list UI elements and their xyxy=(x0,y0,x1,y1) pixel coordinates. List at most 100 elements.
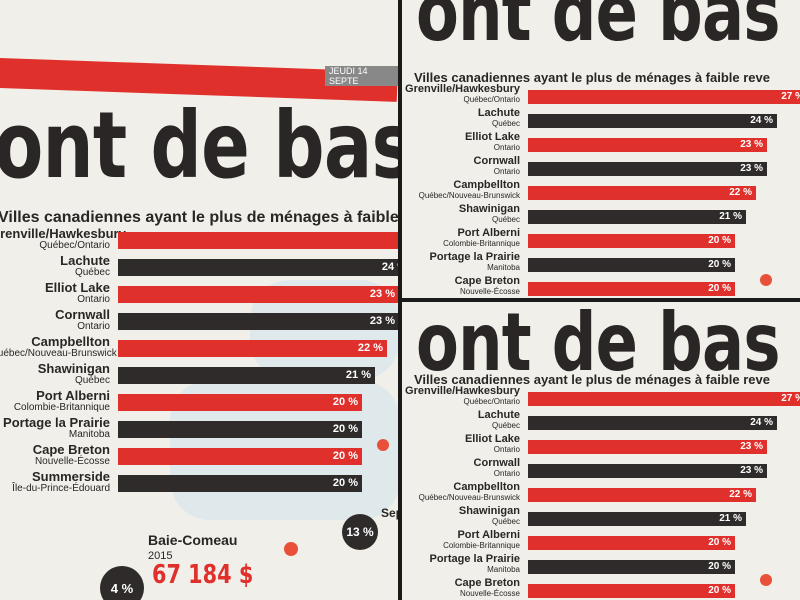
city-name: Grenville/Hawkesbury xyxy=(0,226,126,241)
value-label: 23 % xyxy=(369,315,395,327)
value-label: 20 % xyxy=(708,235,731,246)
headline: ont de bas reve xyxy=(416,302,800,389)
city-name: Port Alberni xyxy=(36,388,110,403)
value-label: 20 % xyxy=(332,423,358,435)
city-name: Cornwall xyxy=(473,155,520,167)
province-name: Manitoba xyxy=(487,565,520,574)
value-bar: 27 % xyxy=(528,90,800,104)
baie-comeau-label: Baie-Comeau xyxy=(148,532,238,548)
value-label: 23 % xyxy=(369,288,395,300)
province-name: Ontario xyxy=(493,445,520,454)
sep-label: Sep xyxy=(381,506,398,520)
value-label: 20 % xyxy=(708,537,731,548)
value-bar: 23 % xyxy=(528,162,767,176)
chart-subtitle: Villes canadiennes ayant le plus de ména… xyxy=(414,372,770,387)
value-bar: 20 % xyxy=(118,475,362,492)
percent-badge-2: 13 % xyxy=(342,514,378,550)
city-name: Campbellton xyxy=(453,481,520,493)
province-name: Québec/Nouveau-Brunswick xyxy=(0,348,117,359)
province-name: Nouvelle-Écosse xyxy=(459,287,520,296)
province-name: Colombie-Britannique xyxy=(443,541,520,550)
baie-comeau-year: 2015 xyxy=(148,550,173,562)
city-name: Campbellton xyxy=(31,334,110,349)
value-label: 24 % xyxy=(381,261,398,273)
value-bar: 20 % xyxy=(528,258,735,272)
value-label: 20 % xyxy=(332,396,358,408)
value-bar: 20 % xyxy=(528,560,735,574)
value-bar: 23 % xyxy=(118,286,398,303)
value-label: 21 % xyxy=(345,369,371,381)
value-label: 21 % xyxy=(719,211,742,222)
city-name: Grenville/Hawkesbury xyxy=(405,83,520,95)
value-bar: 21 % xyxy=(118,367,375,384)
value-label: 23 % xyxy=(740,441,763,452)
value-bar: 24 % xyxy=(118,259,398,276)
city-name: Cornwall xyxy=(473,457,520,469)
province-name: Québec xyxy=(491,517,520,526)
value-label: 21 % xyxy=(719,513,742,524)
value-label: 20 % xyxy=(332,477,358,489)
map-dot xyxy=(760,574,772,586)
city-name: Campbellton xyxy=(453,179,520,191)
province-name: Colombie-Britannique xyxy=(13,402,110,413)
value-bar: 23 % xyxy=(118,313,398,330)
city-name: Grenville/Hawkesbury xyxy=(405,385,520,397)
value-label: 20 % xyxy=(708,283,731,294)
value-label: 23 % xyxy=(740,465,763,476)
value-label: 24 % xyxy=(750,115,773,126)
province-name: Ontario xyxy=(77,321,110,332)
map-dot xyxy=(760,274,772,286)
newspaper-photo-bottom-right: ont de bas reve Villes canadiennes ayant… xyxy=(402,302,800,600)
province-name: Québec/Ontario xyxy=(463,397,520,406)
value-bar: 20 % xyxy=(118,394,362,411)
value-label: 22 % xyxy=(357,342,383,354)
province-name: Manitoba xyxy=(487,263,520,272)
value-label: 20 % xyxy=(332,450,358,462)
province-name: Nouvelle-Écosse xyxy=(459,589,520,598)
percent-badge: 4 % xyxy=(100,566,144,600)
value-bar: 20 % xyxy=(528,234,735,248)
city-name: Shawinigan xyxy=(458,505,520,517)
value-label: 22 % xyxy=(729,187,752,198)
value-bar: 22 % xyxy=(118,340,387,357)
newspaper-photo-left: JEUDI 14 SEPTE ont de bas reve Villes ca… xyxy=(0,0,398,600)
province-name: Québec/Ontario xyxy=(39,240,110,251)
city-name: Summerside xyxy=(31,469,110,484)
value-label: 27 % xyxy=(781,393,800,404)
province-name: Ontario xyxy=(77,294,110,305)
province-name: Québec/Nouveau-Brunswick xyxy=(418,493,520,502)
newspaper-photo-top-right: ont de bas reve Villes canadiennes ayant… xyxy=(402,0,800,298)
value-bar: 23 % xyxy=(528,464,767,478)
value-bar: 20 % xyxy=(118,448,362,465)
province-name: Ontario xyxy=(493,469,520,478)
province-name: Québec xyxy=(491,421,520,430)
chart-subtitle: Villes canadiennes ayant le plus de ména… xyxy=(414,70,770,85)
city-name: Shawinigan xyxy=(37,361,110,376)
city-name: Port Alberni xyxy=(457,529,520,541)
value-bar: 20 % xyxy=(528,282,735,296)
value-label: 20 % xyxy=(708,585,731,596)
value-bar: 24 % xyxy=(528,416,777,430)
city-name: Portage la Prairie xyxy=(429,553,521,565)
value-label: 23 % xyxy=(740,163,763,174)
map-dot-baie-comeau xyxy=(284,542,298,556)
value-bar: 20 % xyxy=(528,584,735,598)
city-name: Shawinigan xyxy=(458,203,520,215)
baie-comeau-amount: 67 184 $ xyxy=(152,560,254,590)
headline: ont de bas reve xyxy=(416,0,800,59)
value-label: 24 % xyxy=(750,417,773,428)
city-name: Port Alberni xyxy=(457,227,520,239)
city-name: Elliot Lake xyxy=(44,280,110,295)
province-name: Québec/Nouveau-Brunswick xyxy=(418,191,520,200)
value-bar: 23 % xyxy=(528,138,767,152)
value-bar: 21 % xyxy=(528,512,746,526)
city-name: Elliot Lake xyxy=(464,433,520,445)
value-label: 23 % xyxy=(740,139,763,150)
value-bar: 20 % xyxy=(118,421,362,438)
city-name: Portage la Prairie xyxy=(429,251,521,263)
province-name: Colombie-Britannique xyxy=(443,239,520,248)
value-label: 20 % xyxy=(708,259,731,270)
province-name: Québec xyxy=(491,215,520,224)
value-label: 20 % xyxy=(708,561,731,572)
